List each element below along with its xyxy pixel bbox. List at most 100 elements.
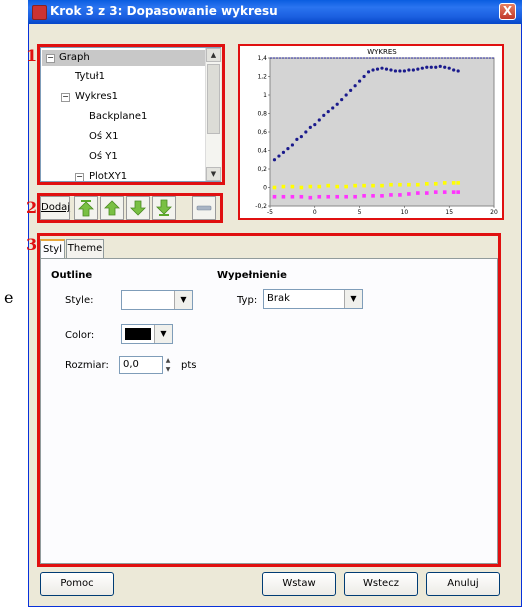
chart-plot-area [269, 57, 495, 207]
y-tick-label: 0,8 [257, 111, 267, 118]
chart-point [366, 70, 371, 74]
chart-point [313, 123, 317, 127]
move-up-button[interactable] [100, 196, 124, 220]
chart-point [344, 184, 348, 189]
tree-selection [42, 50, 207, 66]
tree-item-graph[interactable]: Graph [59, 52, 90, 63]
size-stepper[interactable]: ▲ ▼ [165, 357, 171, 373]
remove-button[interactable] [192, 196, 216, 220]
arrow-top-icon [78, 200, 94, 217]
move-down-button[interactable] [126, 196, 150, 220]
fill-type-value: Brak [267, 293, 290, 304]
chart-point [299, 135, 303, 139]
insert-button[interactable]: Wstaw [262, 572, 336, 596]
chart-point [402, 69, 406, 73]
chart-point [326, 194, 331, 199]
add-button[interactable]: Dodaj [40, 196, 70, 220]
back-button[interactable]: Wstecz [344, 572, 418, 596]
chart-point [362, 194, 366, 198]
chevron-down-icon[interactable]: ▼ [174, 291, 192, 309]
tree-expander-graph[interactable]: − [46, 53, 55, 63]
chart-point [420, 66, 424, 70]
color-picker[interactable]: ▼ [121, 324, 173, 344]
outline-heading: Outline [51, 270, 93, 281]
chart-point [353, 194, 357, 199]
scroll-down-icon[interactable]: ▼ [206, 167, 221, 181]
fill-type-select[interactable]: Brak ▼ [263, 289, 363, 309]
chart-point [393, 69, 398, 73]
tree-item-chart[interactable]: Wykres1 [75, 91, 119, 102]
chart-point [349, 88, 353, 92]
chart-point [425, 65, 429, 69]
chart-point [331, 106, 335, 110]
y-tick-label: 0 [263, 185, 267, 192]
callout-3: 3 [26, 235, 38, 254]
chart-point [335, 102, 339, 106]
chart-point [389, 182, 393, 187]
chart-point [371, 68, 375, 72]
tree-expander-chart[interactable]: − [61, 92, 70, 102]
callout-1: 1 [26, 46, 38, 65]
scroll-up-icon[interactable]: ▲ [206, 48, 221, 62]
tree-expander-plot[interactable]: − [75, 172, 84, 181]
tree-item-backplane[interactable]: Backplane1 [89, 111, 148, 122]
x-tick-label: 15 [445, 209, 453, 216]
chart-point [375, 67, 380, 71]
window-title: Krok 3 z 3: Dopasowanie wykresu [50, 4, 278, 18]
chart-point [443, 65, 447, 69]
y-tick-label: 1,4 [257, 55, 267, 62]
y-tick-label: 1,2 [257, 74, 267, 81]
chart-point [438, 64, 442, 68]
chart-point [286, 147, 290, 151]
tab-style[interactable]: Styl [40, 239, 65, 258]
chart-point [308, 184, 313, 189]
tree-scrollbar[interactable]: ▲ ▼ [205, 48, 221, 181]
chart-point [295, 137, 299, 141]
chart-point [335, 184, 339, 189]
chart-point [434, 65, 438, 69]
chart-point [425, 182, 429, 186]
title-bar [28, 0, 522, 24]
chart-point [277, 154, 281, 158]
tree-item-title[interactable]: Tytuł1 [75, 71, 105, 82]
chart-point [416, 67, 420, 71]
tab-theme[interactable]: Theme [66, 239, 104, 258]
minus-icon [196, 205, 212, 211]
chart-point [380, 66, 384, 70]
chart-point [371, 183, 375, 188]
x-tick-label: 0 [313, 209, 317, 216]
chevron-down-icon[interactable]: ▼ [344, 290, 362, 308]
chart-point [272, 185, 277, 190]
tree-item-plot[interactable]: PlotXY1 [89, 171, 128, 182]
move-bottom-button[interactable] [152, 196, 176, 220]
color-swatch [125, 328, 151, 340]
chart-point [326, 183, 331, 188]
size-input[interactable]: 0,0 [119, 356, 163, 374]
tree-item-axis-y[interactable]: Oś Y1 [89, 151, 118, 162]
chart-frame [238, 44, 504, 220]
size-unit: pts [181, 360, 197, 371]
chart-point [353, 84, 357, 88]
chart-point [322, 113, 326, 117]
cancel-button[interactable]: Anuluj [426, 572, 500, 596]
move-top-button[interactable] [74, 196, 98, 220]
callout-box-1 [37, 44, 225, 185]
chart-point [281, 194, 286, 199]
chart-point [335, 194, 339, 199]
chart-point [442, 190, 447, 194]
chart-point [304, 130, 308, 134]
chart-point [416, 191, 420, 195]
chart-point [451, 190, 456, 194]
chart-point [299, 185, 304, 190]
chart-point [456, 69, 460, 73]
callout-box-2 [37, 193, 223, 223]
close-button[interactable]: X [499, 3, 516, 20]
scroll-thumb[interactable] [207, 64, 220, 134]
tree-item-axis-x[interactable]: Oś X1 [89, 131, 119, 142]
chart-point [362, 74, 366, 79]
line-style-select[interactable]: ▼ [121, 290, 193, 310]
element-tree[interactable]: − Graph Tytuł1 − Wykres1 Backplane1 Oś X… [40, 47, 221, 182]
chevron-down-icon[interactable]: ▼ [154, 325, 172, 343]
chart-point [317, 194, 322, 199]
help-button[interactable]: Pomoc [40, 572, 114, 596]
